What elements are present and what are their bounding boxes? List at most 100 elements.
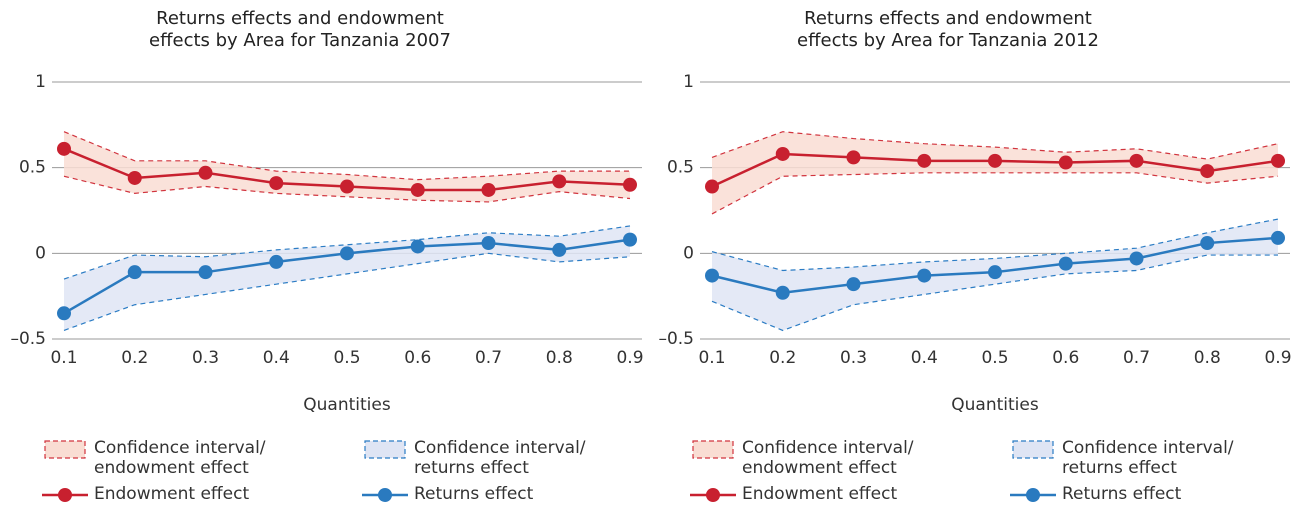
point <box>1058 155 1073 170</box>
point <box>481 182 496 197</box>
point <box>917 153 932 168</box>
band-lower <box>63 252 631 331</box>
legend-item: Confidence interval/ endowment effect <box>40 438 360 478</box>
x-tick-label: 0.2 <box>769 348 796 368</box>
point <box>198 165 213 180</box>
legend: Confidence interval/ endowment effect Con… <box>40 438 640 506</box>
x-tick-label: 0.9 <box>616 348 643 368</box>
legend-label: Endowment effect <box>742 484 898 504</box>
point <box>198 265 213 280</box>
band-upper <box>711 131 1279 160</box>
point <box>552 174 567 189</box>
legend-item: Confidence interval/ endowment effect <box>688 438 1008 478</box>
legend-marker <box>1026 488 1040 502</box>
band-upper <box>63 131 630 181</box>
x-tick-label: 0.2 <box>121 348 148 368</box>
point <box>705 268 719 283</box>
point <box>410 182 425 197</box>
legend-swatch <box>362 488 408 502</box>
legend-label: Returns effect <box>414 484 534 504</box>
legend-marker <box>58 488 72 502</box>
x-tick-label: 0.5 <box>981 348 1008 368</box>
legend-band <box>364 440 406 459</box>
x-tick-label: 0.6 <box>1052 348 1079 368</box>
x-tick-label: 0.3 <box>840 348 867 368</box>
legend-label: Confidence interval/ endowment effect <box>94 438 266 478</box>
point <box>127 265 142 280</box>
point <box>1129 153 1144 168</box>
x-tick-label: 0.8 <box>546 348 573 368</box>
x-tick-label: 0.7 <box>475 348 502 368</box>
x-tick-label: 0.1 <box>698 348 725 368</box>
point <box>552 242 567 257</box>
point <box>481 236 496 251</box>
point <box>775 285 790 300</box>
x-tick-label: 0.1 <box>50 348 77 368</box>
y-tick-label: –0.5 <box>10 329 46 349</box>
point <box>269 176 284 191</box>
point <box>1271 230 1285 245</box>
legend-item: Returns effect <box>360 484 640 506</box>
point <box>410 239 425 254</box>
legend-band <box>692 440 734 459</box>
x-axis-label: Quantities <box>951 395 1039 415</box>
y-tick-label: 0.5 <box>19 158 46 178</box>
x-tick-label: 0.5 <box>333 348 360 368</box>
point <box>1200 236 1215 251</box>
legend-item: Confidence interval/ returns effect <box>360 438 640 478</box>
point <box>917 268 932 283</box>
y-tick-label: –0.5 <box>658 329 694 349</box>
point <box>623 177 637 192</box>
legend-label: Confidence interval/ returns effect <box>1062 438 1234 478</box>
legend: Confidence interval/ endowment effect Con… <box>688 438 1288 506</box>
point <box>623 232 637 247</box>
chart-panel: Returns effects and endowment effects by… <box>648 0 1298 522</box>
band-lower <box>711 254 1278 332</box>
legend-item: Endowment effect <box>688 484 1008 506</box>
point <box>705 179 719 194</box>
x-tick-label: 0.4 <box>263 348 290 368</box>
y-tick-label: 0 <box>35 243 46 263</box>
legend-label: Confidence interval/ endowment effect <box>742 438 914 478</box>
y-tick-label: 1 <box>35 72 46 92</box>
chart-title: Returns effects and endowment effects by… <box>149 8 451 51</box>
x-tick-label: 0.9 <box>1264 348 1291 368</box>
legend-swatch <box>1010 488 1056 502</box>
legend-marker <box>706 488 720 502</box>
band-lower <box>711 172 1279 215</box>
legend-item: Endowment effect <box>40 484 360 506</box>
point <box>1058 256 1073 271</box>
x-tick-label: 0.8 <box>1194 348 1221 368</box>
legend-swatch <box>690 488 736 502</box>
point <box>1271 153 1285 168</box>
y-tick-label: 0.5 <box>667 158 694 178</box>
x-tick-label: 0.4 <box>911 348 938 368</box>
legend-band <box>44 440 86 459</box>
chart-title: Returns effects and endowment effects by… <box>797 8 1099 51</box>
legend-swatch <box>692 440 734 459</box>
y-tick-label: 0 <box>683 243 694 263</box>
legend-item: Confidence interval/ returns effect <box>1008 438 1288 478</box>
point <box>846 150 861 165</box>
point <box>1200 164 1215 179</box>
x-tick-label: 0.3 <box>192 348 219 368</box>
legend-swatch <box>44 440 86 459</box>
plot: –0.5 0 0.5 1 0.1 0.2 0.3 0.4 0.5 0.6 0.7 0.8 0.9 Quan… <box>658 72 1291 415</box>
point <box>846 277 861 292</box>
point <box>775 146 790 161</box>
legend-label: Confidence interval/ returns effect <box>414 438 586 478</box>
legend-swatch <box>364 440 406 459</box>
legend-swatch <box>42 488 88 502</box>
confidence-band <box>64 225 630 331</box>
legend-item: Returns effect <box>1008 484 1288 506</box>
legend-swatch <box>1012 440 1054 459</box>
point <box>1129 251 1144 266</box>
point <box>57 141 71 156</box>
point <box>269 254 284 269</box>
x-axis-label: Quantities <box>303 395 391 415</box>
y-tick-label: 1 <box>683 72 694 92</box>
chart-panel: Returns effects and endowment effects by… <box>0 0 650 522</box>
legend-label: Returns effect <box>1062 484 1182 504</box>
x-tick-label: 0.6 <box>404 348 431 368</box>
